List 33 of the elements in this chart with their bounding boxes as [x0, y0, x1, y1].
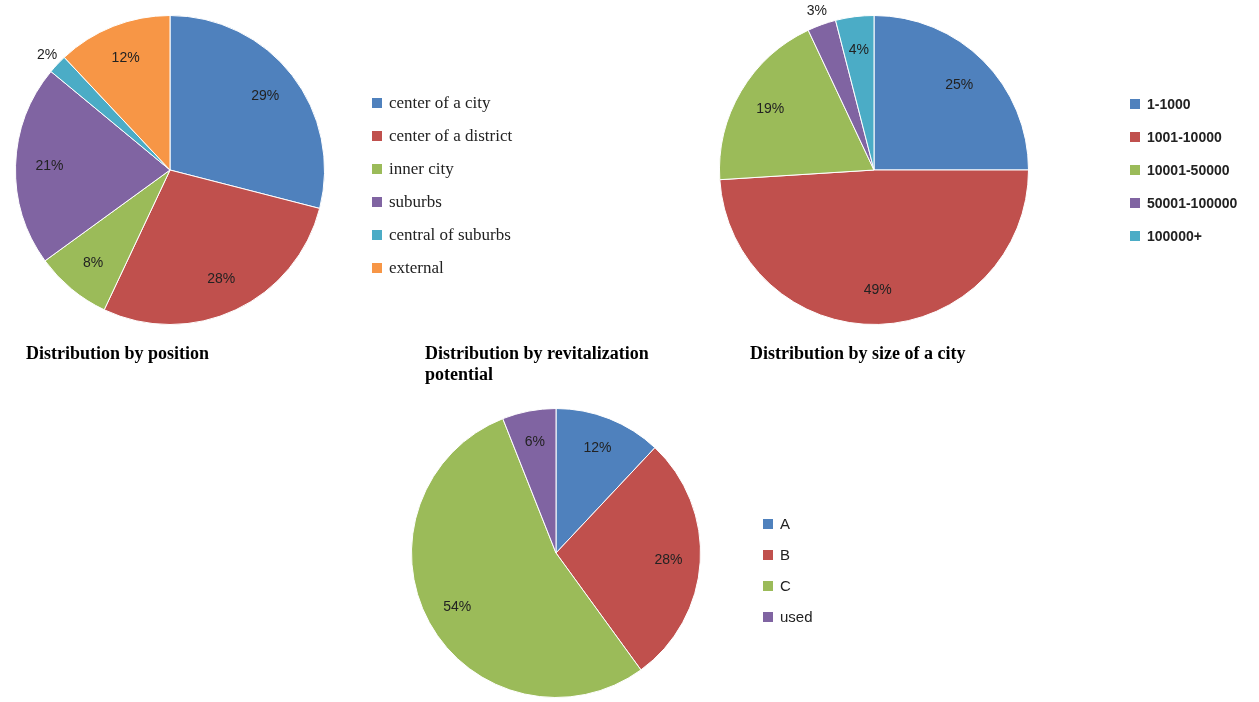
data-label: 29% — [251, 87, 280, 103]
legend-label: A — [780, 515, 791, 532]
data-label: 12% — [111, 48, 140, 65]
legend-label: center of a district — [389, 125, 513, 146]
legend-label: 100000+ — [1147, 227, 1202, 244]
legend-label: 10001-50000 — [1147, 161, 1230, 178]
legend-label: B — [780, 546, 791, 563]
data-label: 49% — [863, 281, 892, 298]
legend-label: center of a city — [389, 92, 491, 113]
legend-label: inner city — [389, 158, 454, 179]
text: Distribution by size of a city — [750, 343, 967, 364]
data-label: 28% — [207, 269, 236, 286]
legend-label: suburbs — [389, 191, 442, 212]
chart-title: Distribution by revitalization potential — [425, 343, 650, 385]
data-label: 6% — [524, 433, 545, 450]
legend-label: 50001-100000 — [1147, 194, 1238, 211]
legend-label: central of suburbs — [389, 224, 511, 245]
text: Distribution by position — [26, 343, 211, 364]
legend-label: used — [780, 608, 813, 625]
legend-label: 1001-10000 — [1147, 128, 1222, 145]
data-label: 21% — [35, 157, 64, 174]
data-label: 54% — [443, 598, 472, 615]
data-label: 25% — [945, 75, 974, 92]
data-label: 3% — [806, 2, 828, 19]
data-label: 19% — [756, 99, 785, 116]
legend-label: C — [780, 577, 791, 594]
data-label: 28% — [654, 550, 683, 567]
data-label: 12% — [583, 439, 612, 456]
legend-label: 1-1000 — [1147, 95, 1191, 112]
data-label: 8% — [83, 253, 104, 270]
data-label: 4% — [848, 41, 870, 58]
legend-label: external — [389, 257, 444, 278]
data-label: 2% — [37, 45, 58, 62]
